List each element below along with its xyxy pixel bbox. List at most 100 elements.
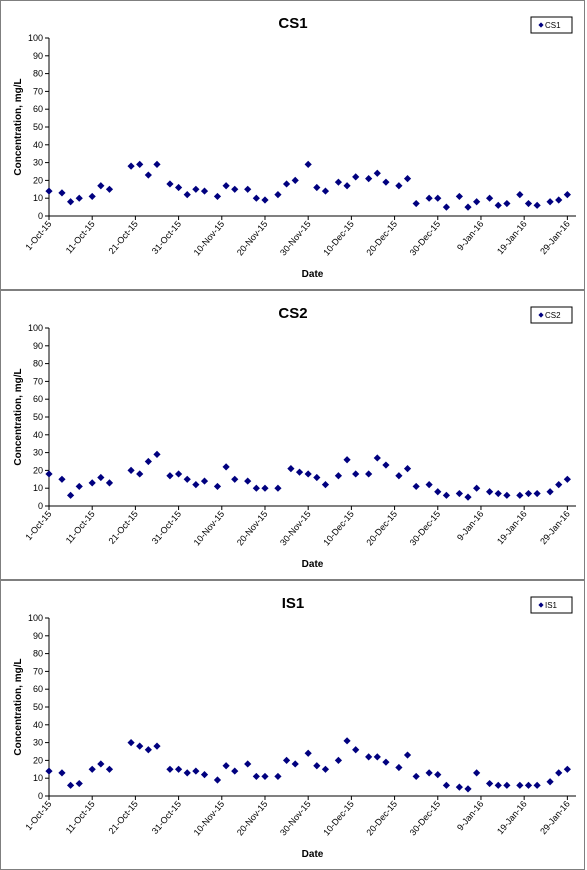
data-point: [563, 191, 571, 199]
x-tick-label: 31-Oct-15: [150, 509, 183, 546]
data-point: [382, 461, 390, 469]
data-point: [45, 470, 53, 478]
data-point: [442, 491, 451, 499]
data-point: [434, 488, 442, 496]
legend-marker: [538, 602, 544, 608]
y-tick-label: 40: [33, 720, 43, 730]
data-point: [563, 475, 571, 483]
data-point: [546, 778, 554, 786]
data-point: [244, 760, 252, 768]
y-tick-label: 0: [38, 211, 43, 221]
data-point: [304, 470, 312, 478]
data-point: [222, 762, 230, 770]
data-point: [412, 772, 420, 781]
data-point: [533, 201, 541, 209]
y-tick-label: 40: [33, 430, 43, 440]
data-point: [88, 479, 96, 487]
data-point: [365, 470, 373, 478]
x-tick-label: 30-Nov-15: [278, 219, 313, 258]
data-point: [127, 162, 135, 170]
data-point: [343, 737, 351, 745]
data-point: [395, 763, 403, 772]
data-point: [200, 477, 209, 485]
data-point: [382, 178, 390, 186]
y-tick-label: 0: [38, 501, 43, 511]
data-point: [373, 169, 381, 177]
data-point: [425, 769, 433, 777]
data-point: [403, 175, 412, 183]
y-tick-label: 20: [33, 465, 43, 475]
data-point: [222, 182, 230, 190]
x-tick-label: 30-Dec-15: [408, 799, 443, 838]
data-point: [291, 176, 299, 184]
x-tick-label: 11-Oct-15: [64, 509, 97, 546]
data-point: [213, 482, 222, 491]
data-point: [97, 760, 105, 768]
data-point: [313, 183, 321, 192]
x-tick-label: 1-Oct-15: [23, 509, 53, 542]
y-tick-label: 70: [33, 86, 43, 96]
data-point: [222, 463, 230, 471]
data-point: [486, 779, 494, 788]
data-point: [412, 199, 420, 208]
data-point: [516, 191, 524, 199]
data-point: [252, 194, 260, 202]
data-point: [274, 484, 282, 492]
data-point: [136, 160, 144, 168]
chart-panel-is1: IS1 0 10 20 30 40 50 60 70 80 90 100 1-Oct-15 11-Oct-…: [0, 580, 585, 870]
data-point: [105, 765, 114, 773]
data-point: [231, 185, 239, 193]
data-point: [464, 493, 472, 501]
data-point: [153, 160, 161, 168]
x-tick-label: 21-Oct-15: [107, 219, 140, 256]
data-point: [66, 781, 75, 789]
data-point: [58, 769, 66, 777]
y-tick-label: 80: [33, 649, 43, 659]
data-point: [442, 781, 451, 789]
data-point: [231, 767, 239, 775]
data-point: [105, 185, 114, 193]
data-point: [334, 756, 343, 764]
data-point: [486, 194, 494, 202]
data-point: [455, 192, 463, 201]
y-tick-label: 70: [33, 666, 43, 676]
data-point: [66, 491, 75, 499]
x-tick-label: 9-Jan-16: [455, 219, 485, 253]
data-point: [136, 470, 144, 478]
y-axis-label: Concentration, mg/L: [13, 78, 24, 175]
data-point: [192, 481, 200, 489]
legend-label: CS2: [545, 311, 561, 320]
data-point: [244, 185, 252, 193]
legend-box: [530, 16, 573, 34]
data-point: [425, 481, 433, 489]
x-tick-label: 31-Oct-15: [150, 219, 183, 256]
data-point: [524, 489, 533, 498]
x-tick-label: 21-Oct-15: [107, 509, 140, 546]
data-point: [192, 767, 200, 775]
data-point: [200, 187, 209, 195]
data-point: [321, 481, 330, 489]
chart-title: CS2: [278, 305, 307, 322]
y-tick-label: 10: [33, 483, 43, 493]
y-tick-label: 80: [33, 359, 43, 369]
data-point: [464, 203, 472, 211]
data-point: [473, 484, 481, 492]
x-tick-label: 11-Oct-15: [64, 799, 97, 836]
x-tick-label: 10-Dec-15: [321, 799, 356, 838]
x-tick-label: 19-Jan-16: [495, 219, 529, 256]
chart-title: CS1: [278, 15, 307, 32]
data-point: [144, 746, 152, 754]
x-tick-label: 30-Nov-15: [278, 799, 313, 838]
data-point: [403, 465, 412, 473]
data-point: [555, 196, 563, 204]
data-point: [252, 484, 260, 492]
data-point: [352, 746, 360, 754]
data-point: [533, 489, 541, 498]
x-tick-label: 10-Nov-15: [192, 799, 227, 838]
x-tick-label: 20-Dec-15: [364, 799, 399, 838]
y-tick-label: 20: [33, 755, 43, 765]
x-tick-label: 20-Nov-15: [235, 799, 270, 838]
data-point: [313, 762, 321, 770]
data-point: [213, 776, 222, 784]
data-point: [244, 477, 252, 485]
